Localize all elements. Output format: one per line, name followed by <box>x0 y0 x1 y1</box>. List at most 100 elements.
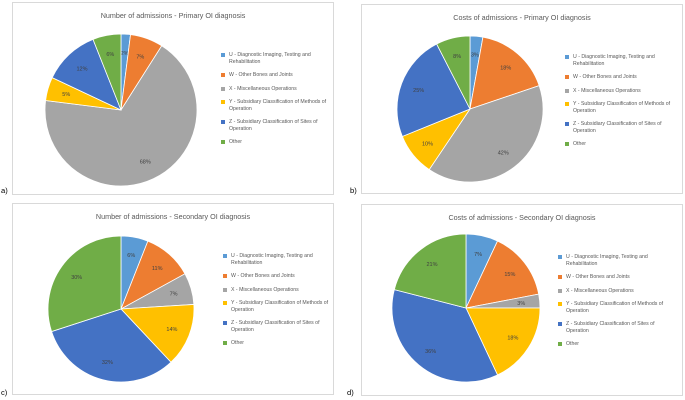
pie-slice-z <box>51 308 172 383</box>
data-label-z: 36% <box>425 349 436 355</box>
legend-label: Y - Subsidiary Classification of Methods… <box>566 301 664 314</box>
legend-c: U - Diagnostic Imaging, Testing and Reha… <box>223 253 333 354</box>
legend-label: W - Other Bones and Joints <box>229 72 293 78</box>
legend-item-y: Y - Subsidiary Classification of Methods… <box>565 101 677 114</box>
pie-chart-b: 3% 18% 42% 10% 25% 8% <box>396 35 544 183</box>
data-label-y: 14% <box>166 327 177 333</box>
legend-label: W - Other Bones and Joints <box>573 74 637 80</box>
data-label-z: 32% <box>102 360 113 366</box>
pie-slice-z <box>391 289 499 383</box>
panel-label-d: d) <box>347 388 354 397</box>
data-label-u: 6% <box>127 253 135 259</box>
legend-item-y: Y - Subsidiary Classification of Methods… <box>558 301 678 314</box>
legend-label: Other <box>573 141 586 147</box>
chart-panel-d: Costs of admissions - Secondary OI diagn… <box>361 204 683 396</box>
legend-swatch <box>221 53 225 57</box>
data-label-other: 30% <box>71 275 82 281</box>
legend-label: Y - Subsidiary Classification of Methods… <box>573 101 671 114</box>
data-label-y: 5% <box>62 92 70 98</box>
legend-item-other: Other <box>223 340 333 347</box>
legend-label: X - Miscellaneous Operations <box>231 286 299 293</box>
pie-slice-x <box>428 85 544 183</box>
legend-item-x: X - Miscellaneous Operations <box>565 88 677 95</box>
legend-swatch <box>223 321 227 325</box>
legend-swatch <box>565 122 569 126</box>
legend-swatch <box>221 100 225 104</box>
pie-slice-w <box>469 36 540 110</box>
legend-swatch <box>558 275 562 279</box>
data-label-x: 7% <box>170 292 178 298</box>
panel-label-a: a) <box>1 186 8 195</box>
data-label-w: 18% <box>500 66 511 72</box>
chart-panel-b: Costs of admissions - Primary OI diagnos… <box>361 4 683 194</box>
pie-slice-w <box>465 240 540 309</box>
chart-title: Number of admissions - Primary OI diagno… <box>100 11 246 20</box>
legend-b: U - Diagnostic Imaging, Testing and Reha… <box>565 54 677 155</box>
legend-swatch <box>221 86 225 91</box>
legend-label: Z - Subsidiary Classification of Sites o… <box>229 119 318 132</box>
pie-chart-a: 2% 7% 68% 5% 12% 6% <box>44 33 198 187</box>
legend-label: U - Diagnostic Imaging, Testing and Reha… <box>231 253 313 266</box>
legend-label: W - Other Bones and Joints <box>231 273 295 279</box>
legend-swatch <box>558 322 562 326</box>
legend-label: U - Diagnostic Imaging, Testing and Reha… <box>566 254 648 267</box>
legend-label: Z - Subsidiary Classification of Sites o… <box>573 121 662 134</box>
legend-label: W - Other Bones and Joints <box>566 274 630 280</box>
legend-d: U - Diagnostic Imaging, Testing and Reha… <box>558 254 678 355</box>
data-label-y: 18% <box>507 336 518 342</box>
chart-title: Costs of admissions - Secondary OI diagn… <box>448 213 596 222</box>
legend-label: Other <box>566 341 579 347</box>
legend-label: X - Miscellaneous Operations <box>566 287 634 294</box>
legend-item-x: X - Miscellaneous Operations <box>221 86 331 93</box>
chart-title: Costs of admissions - Primary OI diagnos… <box>453 13 591 22</box>
legend-item-z: Z - Subsidiary Classification of Sites o… <box>558 321 678 334</box>
data-label-z: 12% <box>76 66 87 72</box>
data-label-w: 15% <box>504 272 515 278</box>
legend-item-w: W - Other Bones and Joints <box>565 74 677 81</box>
legend-swatch <box>221 120 225 124</box>
legend-item-u: U - Diagnostic Imaging, Testing and Reha… <box>565 54 677 67</box>
chart-panel-c: Number of admissions - Secondary OI diag… <box>12 203 334 395</box>
pie-slice-z <box>396 43 471 137</box>
legend-swatch <box>565 55 569 59</box>
legend-item-other: Other <box>558 341 678 348</box>
legend-swatch <box>558 288 562 293</box>
legend-label: X - Miscellaneous Operations <box>229 85 297 92</box>
pie-slice-other <box>393 233 467 309</box>
legend-label: U - Diagnostic Imaging, Testing and Reha… <box>229 52 311 65</box>
data-label-other: 8% <box>453 54 461 60</box>
legend-swatch <box>558 255 562 259</box>
legend-label: Z - Subsidiary Classification of Sites o… <box>231 320 320 333</box>
legend-label: Y - Subsidiary Classification of Methods… <box>229 99 327 112</box>
pie-slice-x <box>44 45 198 187</box>
data-label-x: 68% <box>140 160 151 166</box>
pie-chart-c: 6% 11% 7% 14% 32% 30% <box>47 235 195 383</box>
legend-label: X - Miscellaneous Operations <box>573 87 641 94</box>
legend-swatch <box>565 102 569 106</box>
legend-item-other: Other <box>565 141 677 148</box>
legend-item-x: X - Miscellaneous Operations <box>558 288 678 295</box>
legend-label: Y - Subsidiary Classification of Methods… <box>231 300 329 313</box>
legend-label: Other <box>229 139 242 145</box>
pie-slice-other <box>436 35 471 110</box>
legend-item-y: Y - Subsidiary Classification of Methods… <box>221 99 331 112</box>
pie-chart-d: 7% 15% 3% 18% 36% 21% <box>391 233 541 383</box>
legend-swatch <box>558 302 562 306</box>
legend-swatch <box>223 301 227 305</box>
legend-item-x: X - Miscellaneous Operations <box>223 287 333 294</box>
chart-panel-a: Number of admissions - Primary OI diagno… <box>12 2 334 195</box>
data-label-w: 11% <box>152 266 163 272</box>
legend-item-w: W - Other Bones and Joints <box>558 274 678 281</box>
legend-swatch <box>221 73 225 77</box>
data-label-x: 42% <box>498 151 509 157</box>
legend-label: Z - Subsidiary Classification of Sites o… <box>566 321 655 334</box>
data-label-x: 3% <box>517 301 525 307</box>
data-label-other: 21% <box>426 262 437 268</box>
pie-slice-other <box>47 235 122 333</box>
legend-swatch <box>221 140 225 144</box>
legend-swatch <box>565 88 569 93</box>
legend-swatch <box>565 142 569 146</box>
pie-slice-y <box>465 307 541 376</box>
data-label-u: 7% <box>474 252 482 258</box>
pie-slice-other <box>92 33 122 111</box>
